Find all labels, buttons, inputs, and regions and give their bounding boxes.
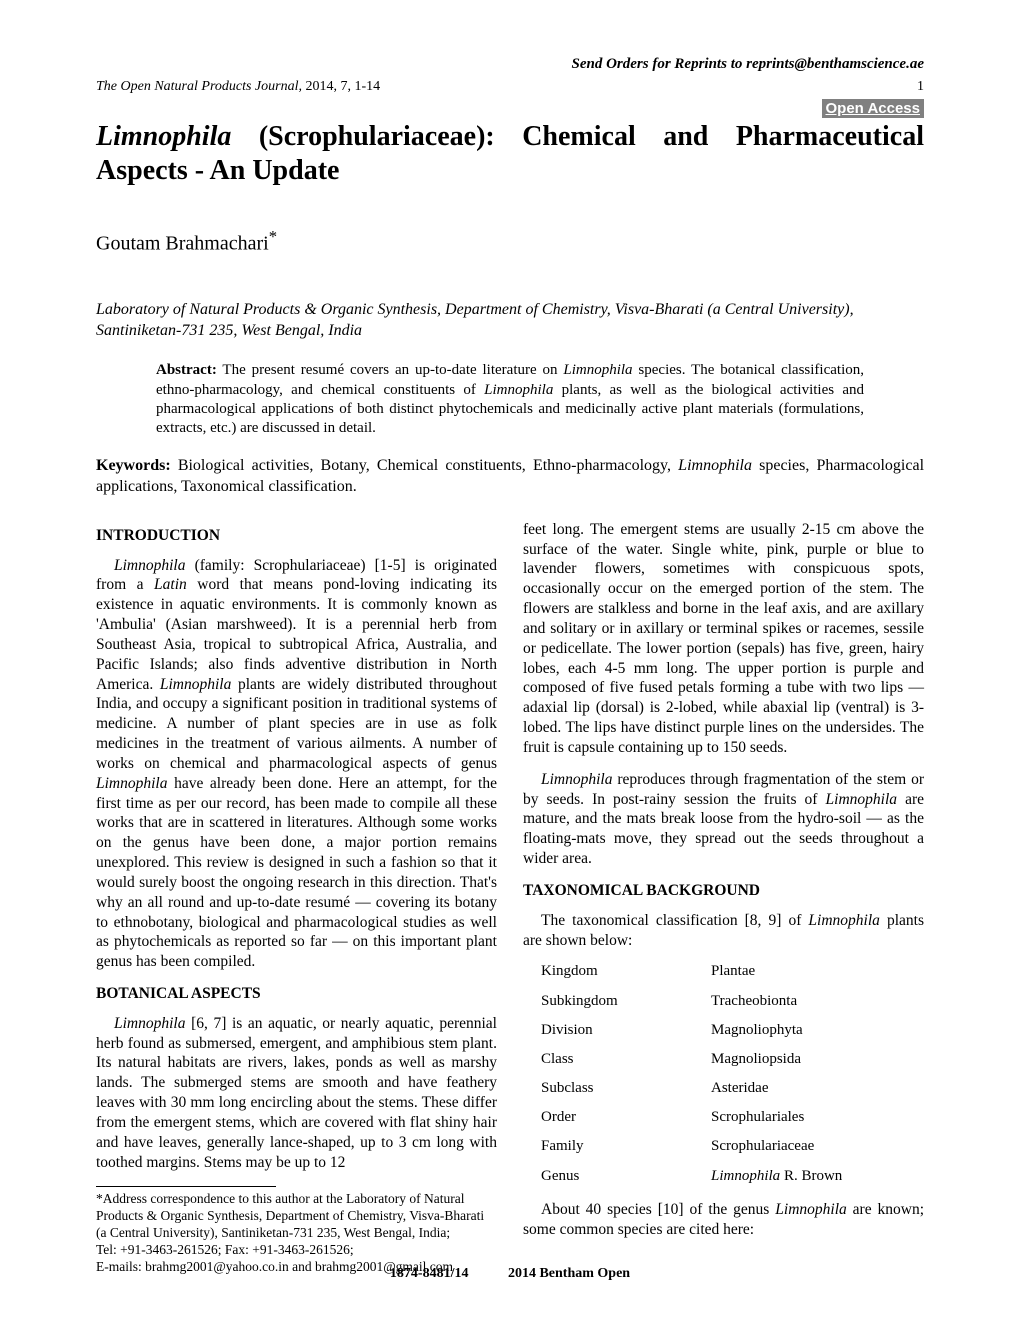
tax-val: Scrophulariaceae [711, 1137, 814, 1156]
species-genus: Limnophila [775, 1201, 846, 1218]
section-introduction: INTRODUCTION [96, 526, 497, 546]
journal-name: The Open Natural Products Journal, [96, 79, 302, 94]
two-column-body: INTRODUCTION Limnophila (family: Scrophu… [96, 520, 924, 1276]
right-column: feet long. The emergent stems are usuall… [523, 520, 924, 1276]
author-line: Goutam Brahmachari* [96, 227, 924, 256]
abstract-text-a: The present resumé covers an up-to-date … [217, 362, 564, 378]
intro-t4: have already been done. Here an attempt,… [96, 775, 497, 970]
tax-val: Plantae [711, 962, 755, 981]
repro-genus-1: Limnophila [541, 771, 612, 788]
botanical-text: [6, 7] is an aquatic, or nearly aquatic,… [96, 1015, 497, 1171]
tax-val: Magnoliophyta [711, 1021, 803, 1040]
tax-key: Subclass [541, 1079, 711, 1098]
tax-row: Family Scrophulariaceae [541, 1137, 924, 1156]
abstract: Abstract: The present resumé covers an u… [156, 361, 864, 438]
keywords-text-a: Biological activities, Botany, Chemical … [171, 457, 679, 474]
journal-citation: The Open Natural Products Journal, 2014,… [96, 79, 380, 95]
tax-row: Subkingdom Tracheobionta [541, 992, 924, 1011]
footnote-rule [96, 1186, 276, 1187]
intro-genus-3: Limnophila [96, 775, 167, 792]
repro-genus-2: Limnophila [826, 791, 897, 808]
title-genus: Limnophila [96, 121, 231, 152]
reproduction-paragraph: Limnophila reproduces through fragmentat… [523, 770, 924, 869]
abstract-genus-1: Limnophila [563, 362, 632, 378]
tax-val: Limnophila R. Brown [711, 1167, 842, 1186]
section-taxonomical: TAXONOMICAL BACKGROUND [523, 881, 924, 901]
issn: 1874-8481/14 [390, 1266, 469, 1282]
abstract-genus-2: Limnophila [484, 382, 553, 398]
tax-key: Genus [541, 1167, 711, 1186]
botanical-genus: Limnophila [114, 1015, 185, 1032]
tax-genus-suffix: R. Brown [780, 1168, 842, 1184]
tax-key: Class [541, 1050, 711, 1069]
page-footer: 1874-8481/14 2014 Bentham Open [0, 1266, 1020, 1282]
open-access-badge-wrap: Open Access [96, 99, 924, 118]
intro-genus-1: Limnophila [114, 557, 185, 574]
journal-issue: 2014, 7, 1-14 [302, 79, 380, 94]
keywords: Keywords: Biological activities, Botany,… [96, 456, 924, 498]
intro-latin: Latin [154, 576, 187, 593]
intro-paragraph: Limnophila (family: Scrophulariaceae) [1… [96, 556, 497, 972]
tax-row: Kingdom Plantae [541, 962, 924, 981]
tax-val: Scrophulariales [711, 1108, 804, 1127]
tax-intro-genus: Limnophila [808, 912, 879, 929]
author-name: Goutam Brahmachari [96, 233, 269, 255]
footnote-tel: Tel: +91-3463-261526; Fax: +91-3463-2615… [96, 1242, 497, 1259]
tax-row: Subclass Asteridae [541, 1079, 924, 1098]
tax-row: Genus Limnophila R. Brown [541, 1167, 924, 1186]
species-a: About 40 species [10] of the genus [541, 1201, 775, 1218]
tax-row: Order Scrophulariales [541, 1108, 924, 1127]
page: Send Orders for Reprints to reprints@ben… [0, 0, 1020, 1320]
keywords-genus: Limnophila [678, 457, 752, 474]
abstract-label: Abstract: [156, 362, 217, 378]
author-sup: * [269, 227, 277, 246]
tax-row: Division Magnoliophyta [541, 1021, 924, 1040]
tax-key: Division [541, 1021, 711, 1040]
tax-key: Subkingdom [541, 992, 711, 1011]
article-title: Limnophila (Scrophulariaceae): Chemical … [96, 120, 924, 187]
tax-genus-val: Limnophila [711, 1168, 780, 1184]
affiliation: Laboratory of Natural Products & Organic… [96, 300, 924, 342]
species-count-para: About 40 species [10] of the genus Limno… [523, 1200, 924, 1240]
left-column: INTRODUCTION Limnophila (family: Scrophu… [96, 520, 497, 1276]
tax-val: Magnoliopsida [711, 1050, 801, 1069]
publisher: 2014 Bentham Open [508, 1266, 630, 1281]
open-access-badge: Open Access [822, 99, 925, 118]
botanical-paragraph: Limnophila [6, 7] is an aquatic, or near… [96, 1014, 497, 1173]
journal-header-row: The Open Natural Products Journal, 2014,… [96, 79, 924, 95]
tax-key: Kingdom [541, 962, 711, 981]
botanical-cont: feet long. The emergent stems are usuall… [523, 520, 924, 758]
intro-genus-2: Limnophila [160, 676, 231, 693]
tax-key: Order [541, 1108, 711, 1127]
tax-val: Asteridae [711, 1079, 768, 1098]
page-number: 1 [917, 79, 924, 95]
keywords-label: Keywords: [96, 457, 171, 474]
footnote-correspondence: *Address correspondence to this author a… [96, 1191, 497, 1242]
tax-row: Class Magnoliopsida [541, 1050, 924, 1069]
tax-key: Family [541, 1137, 711, 1156]
tax-intro-a: The taxonomical classification [8, 9] of [541, 912, 808, 929]
reprint-line: Send Orders for Reprints to reprints@ben… [96, 56, 924, 73]
section-botanical: BOTANICAL ASPECTS [96, 984, 497, 1004]
tax-val: Tracheobionta [711, 992, 797, 1011]
taxonomy-table: Kingdom Plantae Subkingdom Tracheobionta… [541, 962, 924, 1186]
tax-intro: The taxonomical classification [8, 9] of… [523, 911, 924, 951]
